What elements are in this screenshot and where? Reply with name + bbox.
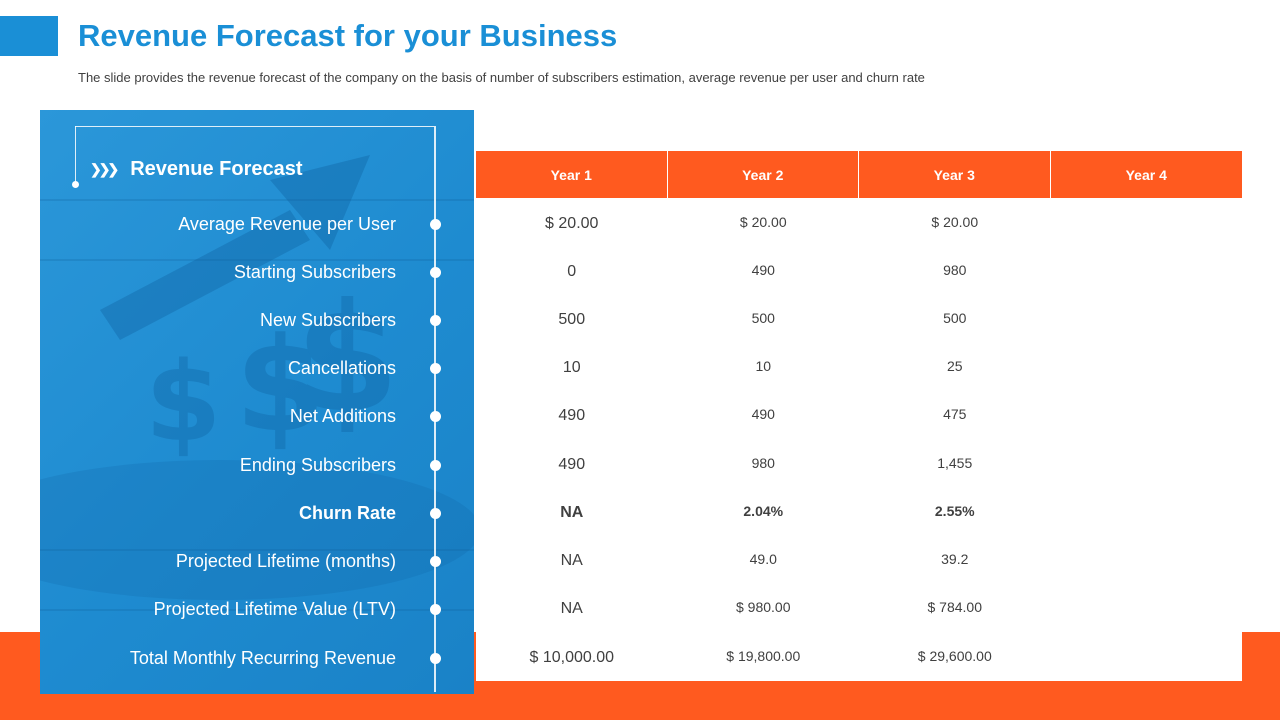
table-cell: $ 784.00 — [927, 599, 983, 615]
table-cell: $ 19,800.00 — [726, 648, 801, 664]
table-cell: $ 20.00 — [545, 215, 599, 232]
revenue-forecast-panel: $ $ $ — [40, 110, 474, 694]
row-label: Starting Subscribers — [233, 262, 396, 282]
page-title: Revenue Forecast for your Business — [78, 18, 618, 53]
timeline-dot — [430, 267, 441, 278]
title-accent-bar — [0, 16, 58, 56]
timeline-dot — [430, 363, 441, 374]
background-illustration: $ $ $ — [40, 155, 474, 611]
row-label: Net Additions — [289, 406, 396, 426]
frame-tick — [75, 126, 76, 184]
row-label: Average Revenue per User — [178, 214, 396, 234]
row-label: Total Monthly Recurring Revenue — [129, 648, 396, 668]
panel-heading: ❯❯❯ Revenue Forecast — [90, 156, 303, 182]
svg-text:$: $ — [145, 338, 222, 466]
column-header-year-2: Year 2 — [667, 151, 859, 198]
timeline-dot — [430, 315, 441, 326]
table-cell: $ 20.00 — [931, 214, 979, 230]
table-cell: $ 980.00 — [736, 599, 791, 615]
table-cell: 500 — [751, 310, 775, 326]
upward-arrow-icon — [100, 155, 370, 340]
table-cell: NA — [560, 504, 584, 521]
table-header: Year 1 Year 2 Year 3 Year 4 — [476, 151, 1242, 198]
table-cell: 25 — [946, 358, 963, 374]
table-cell: 490 — [751, 406, 775, 422]
table-cell: 490 — [558, 456, 586, 473]
frame-dot — [72, 181, 79, 188]
table-cell: 475 — [943, 406, 967, 422]
table-cell: 1,455 — [937, 455, 973, 471]
timeline-dot — [430, 411, 441, 422]
timeline-dot — [430, 219, 441, 230]
table-cell: 2.04% — [743, 503, 784, 519]
table-cell: 39.2 — [941, 551, 969, 567]
row-label: Projected Lifetime (months) — [175, 551, 396, 571]
row-label: Projected Lifetime Value (LTV) — [153, 599, 396, 619]
page-subtitle: The slide provides the revenue forecast … — [78, 70, 925, 85]
row-label: Cancellations — [287, 358, 396, 378]
column-header-year-3: Year 3 — [859, 151, 1051, 198]
column-header-year-1: Year 1 — [476, 151, 668, 198]
double-chevron-icon: ❯❯❯ — [90, 160, 119, 177]
row-label: New Subscribers — [259, 310, 396, 330]
table-cell: 0 — [567, 263, 577, 280]
table-cell: $ 10,000.00 — [529, 649, 615, 666]
timeline-line — [435, 126, 436, 692]
panel-heading-text: Revenue Forecast — [130, 157, 303, 180]
table-cell: 49.0 — [749, 551, 777, 567]
row-label: Ending Subscribers — [239, 455, 396, 475]
table-cell: $ 20.00 — [739, 214, 787, 230]
table-cell: 500 — [558, 311, 586, 328]
timeline-dot — [430, 508, 441, 519]
table-cell: 2.55% — [934, 503, 975, 519]
timeline-dot — [430, 604, 441, 615]
table-cell: 490 — [751, 262, 775, 278]
timeline-dot — [430, 653, 441, 664]
dollar-signs-icon: $ $ $ — [145, 272, 399, 466]
table-cell: NA — [560, 600, 583, 617]
table-cell: 500 — [943, 310, 967, 326]
table-cell: 980 — [943, 262, 967, 278]
table-cell: 10 — [562, 359, 581, 376]
table-cell: 10 — [755, 358, 772, 374]
table-body: $ 20.00 $ 20.00 $ 20.00 0 490 980 500 500 500 10 1… — [476, 199, 1242, 681]
timeline-dot — [430, 460, 441, 471]
table-cell: NA — [560, 552, 583, 569]
table-cell: $ 29,600.00 — [917, 648, 992, 664]
column-header-year-4: Year 4 — [1050, 151, 1242, 198]
timeline-dot — [430, 556, 441, 567]
table-cell: 980 — [751, 455, 775, 471]
svg-text:$: $ — [235, 309, 325, 461]
row-label: Churn Rate — [298, 503, 396, 523]
svg-text:$: $ — [295, 272, 399, 446]
table-cell: 490 — [558, 407, 586, 424]
